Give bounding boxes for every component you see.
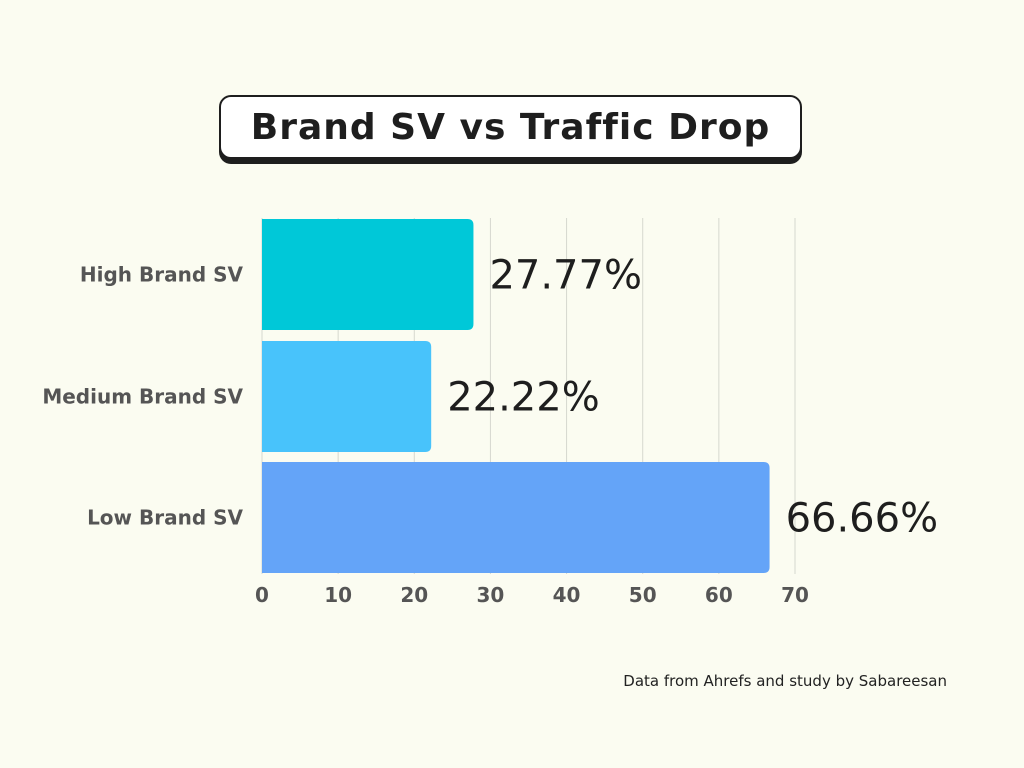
category-label: High Brand SV xyxy=(80,263,244,287)
x-tick-label: 10 xyxy=(324,583,352,607)
bar xyxy=(262,219,474,330)
source-note: Data from Ahrefs and study by Sabareesan xyxy=(623,672,947,690)
data-label: 27.77% xyxy=(489,253,642,299)
x-tick-label: 70 xyxy=(781,583,809,607)
category-label: Low Brand SV xyxy=(87,506,243,530)
data-label: 66.66% xyxy=(786,496,939,542)
x-tick-label: 50 xyxy=(629,583,657,607)
x-tick-label: 0 xyxy=(255,583,269,607)
chart-title-box: Brand SV vs Traffic Drop xyxy=(219,95,802,159)
x-tick-label: 60 xyxy=(705,583,733,607)
bar xyxy=(262,462,770,573)
bars xyxy=(262,219,770,573)
labels: 0 10 20 30 40 50 60 70 High Brand SV 27.77% Medium… xyxy=(42,253,938,608)
chart-title: Brand SV vs Traffic Drop xyxy=(250,106,771,148)
x-tick-label: 30 xyxy=(477,583,505,607)
category-label: Medium Brand SV xyxy=(42,385,243,409)
x-tick-label: 20 xyxy=(400,583,428,607)
data-label: 22.22% xyxy=(447,375,600,421)
x-tick-label: 40 xyxy=(553,583,581,607)
bar-chart: 0 10 20 30 40 50 60 70 High Brand SV 27.77% Medium… xyxy=(42,218,938,608)
bar xyxy=(262,341,432,452)
